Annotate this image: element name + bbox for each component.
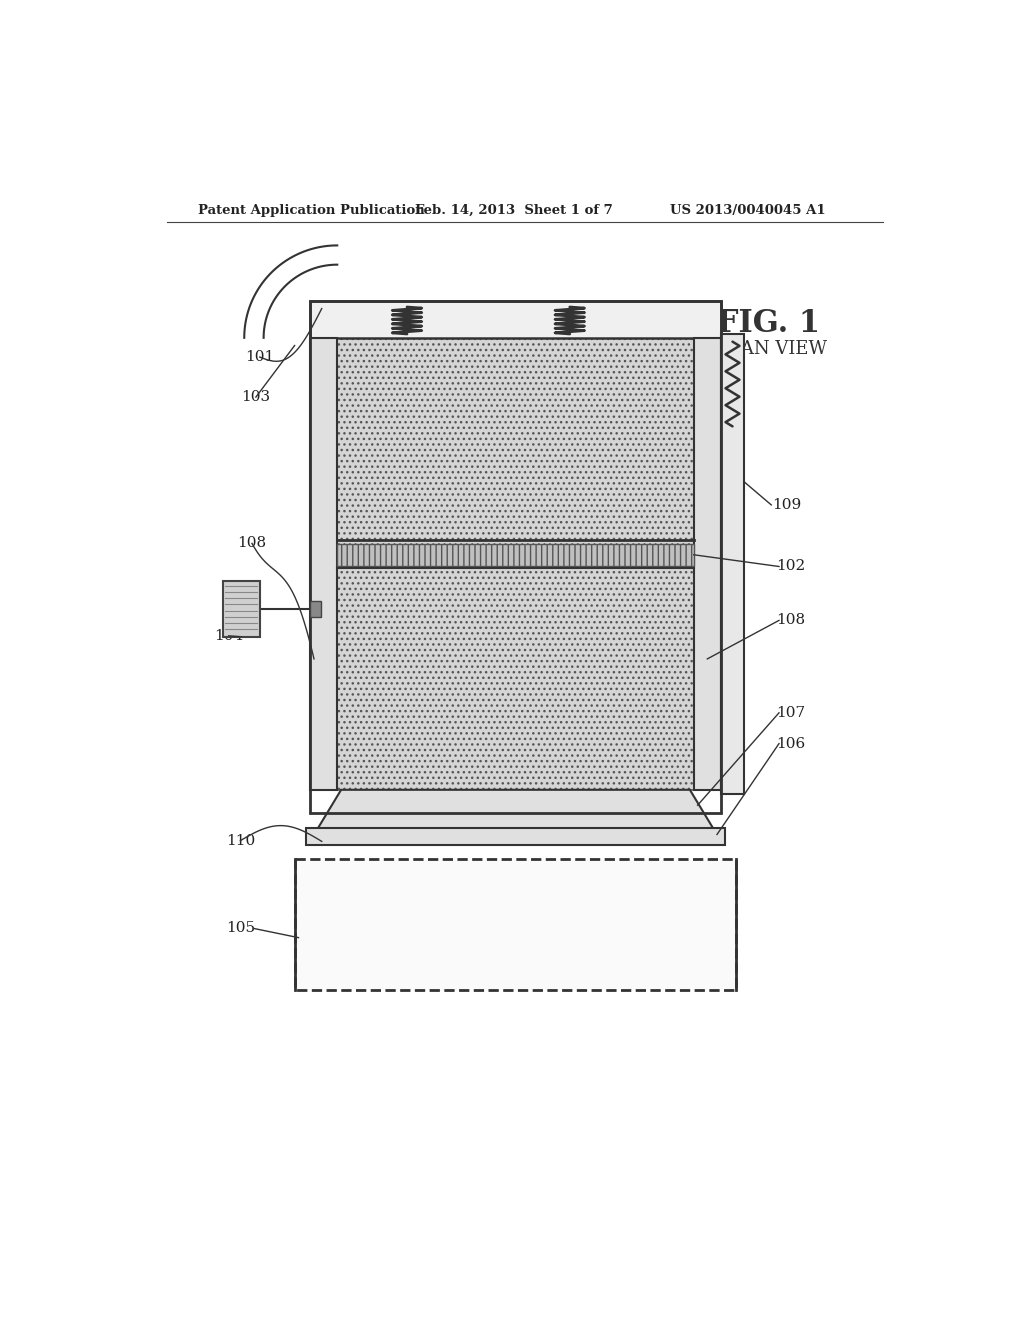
Polygon shape [317,789,713,829]
Bar [310,338,337,789]
Text: FIG. 1: FIG. 1 [717,309,820,339]
Text: 108: 108 [776,614,805,627]
Text: 107: 107 [776,706,805,719]
Text: 108: 108 [238,536,266,550]
Bar [310,301,721,813]
Bar [721,334,744,793]
Text: Patent Application Publication: Patent Application Publication [198,205,425,218]
Bar [337,544,693,565]
Text: PLAN VIEW: PLAN VIEW [717,341,827,358]
Bar [310,301,721,338]
Text: 110: 110 [225,834,255,847]
Bar [693,338,721,789]
Text: Feb. 14, 2013  Sheet 1 of 7: Feb. 14, 2013 Sheet 1 of 7 [415,205,612,218]
Bar [295,859,736,990]
Text: 105: 105 [226,921,255,936]
Text: 101: 101 [245,350,274,364]
Text: US 2013/0040045 A1: US 2013/0040045 A1 [671,205,826,218]
Bar [222,581,260,636]
Text: 102: 102 [776,560,805,573]
Bar [310,601,321,618]
Bar [337,338,693,789]
Text: 103: 103 [242,391,270,404]
Text: 109: 109 [772,498,802,512]
Text: 104: 104 [214,628,244,643]
Text: 106: 106 [776,737,805,751]
Bar [306,829,725,845]
